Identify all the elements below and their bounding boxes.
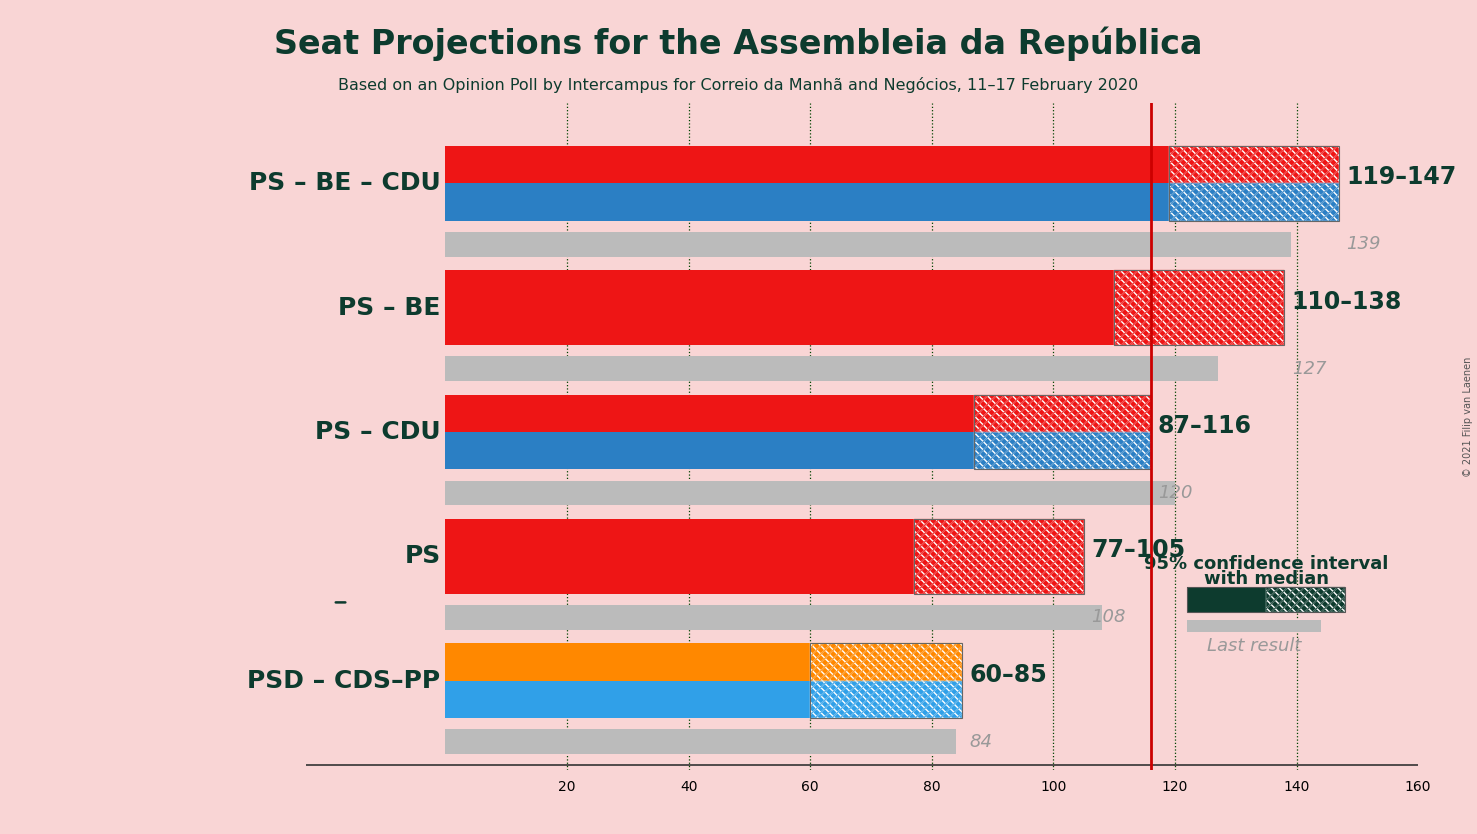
Bar: [914, 519, 1084, 594]
Bar: [914, 519, 1084, 594]
Text: 95% confidence interval: 95% confidence interval: [1145, 555, 1388, 573]
Bar: [446, 394, 975, 432]
Bar: [1168, 146, 1340, 183]
Bar: [975, 394, 1151, 432]
Bar: [1266, 587, 1346, 612]
Text: 120: 120: [1158, 484, 1192, 502]
Bar: [975, 432, 1151, 470]
Text: PS – CDU: PS – CDU: [315, 420, 440, 444]
Text: 139: 139: [1347, 235, 1381, 254]
Bar: [811, 644, 962, 681]
Bar: [1114, 270, 1285, 345]
Bar: [446, 519, 914, 594]
Bar: [811, 681, 962, 718]
Text: 77–105: 77–105: [1092, 538, 1185, 562]
Bar: [1168, 146, 1340, 183]
Bar: [914, 519, 1084, 594]
Text: 87–116: 87–116: [1158, 414, 1252, 438]
Bar: [914, 519, 1084, 594]
Text: with median: with median: [1204, 570, 1329, 588]
Bar: [1168, 146, 1340, 221]
Bar: [1114, 270, 1285, 345]
Bar: [975, 394, 1151, 432]
Bar: [1266, 587, 1346, 612]
Bar: [811, 644, 962, 681]
Bar: [1168, 146, 1340, 183]
Text: 110–138: 110–138: [1292, 289, 1402, 314]
Bar: [1266, 587, 1346, 612]
Text: Seat Projections for the Assembleia da República: Seat Projections for the Assembleia da R…: [275, 27, 1202, 61]
Text: PS: PS: [405, 545, 440, 569]
Bar: [1114, 270, 1285, 345]
Bar: [1168, 183, 1340, 221]
Bar: [446, 432, 975, 470]
Bar: [975, 394, 1151, 470]
Text: 108: 108: [1092, 608, 1125, 626]
Text: Last result: Last result: [1207, 637, 1301, 655]
Text: 60–85: 60–85: [969, 662, 1047, 686]
Bar: [811, 681, 962, 718]
Bar: [1188, 620, 1320, 632]
Bar: [1114, 270, 1285, 345]
Bar: [811, 644, 962, 718]
Bar: [446, 480, 1176, 505]
Text: 127: 127: [1292, 359, 1326, 378]
Bar: [1188, 587, 1346, 612]
Bar: [446, 356, 1217, 381]
Bar: [446, 146, 1168, 183]
Bar: [1168, 183, 1340, 221]
Bar: [446, 644, 811, 681]
Bar: [446, 605, 1102, 630]
Bar: [975, 432, 1151, 470]
Bar: [1188, 587, 1266, 612]
Bar: [446, 270, 1114, 345]
Bar: [975, 394, 1151, 432]
Bar: [446, 183, 1168, 221]
Text: PS – BE: PS – BE: [338, 296, 440, 319]
Text: 119–147: 119–147: [1347, 165, 1456, 189]
Bar: [446, 681, 811, 718]
Bar: [975, 432, 1151, 470]
Text: 84: 84: [969, 732, 993, 751]
Bar: [446, 232, 1291, 257]
Text: © 2021 Filip van Laenen: © 2021 Filip van Laenen: [1462, 357, 1473, 477]
Bar: [811, 681, 962, 718]
Bar: [1168, 183, 1340, 221]
Bar: [446, 729, 956, 754]
Bar: [811, 644, 962, 681]
Text: PS – BE – CDU: PS – BE – CDU: [248, 172, 440, 195]
Text: PSD – CDS–PP: PSD – CDS–PP: [248, 669, 440, 693]
Text: Based on an Opinion Poll by Intercampus for Correio da Manhã and Negócios, 11–17: Based on an Opinion Poll by Intercampus …: [338, 77, 1139, 93]
